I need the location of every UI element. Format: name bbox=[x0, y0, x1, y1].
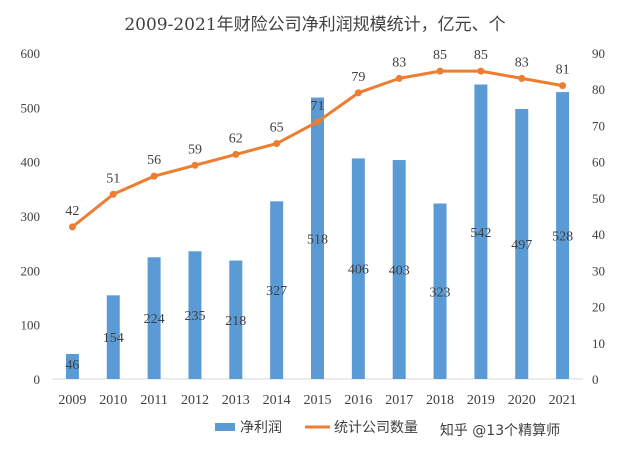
x-tick-label: 2015 bbox=[304, 393, 332, 408]
left-axis: 0 100 200 300 400 500 600 bbox=[21, 46, 41, 387]
data-labels: 46 154 224 235 218 327 518 406 403 323 542 497 528 42… bbox=[65, 48, 573, 373]
bar-value-label: 518 bbox=[307, 232, 328, 247]
bar bbox=[351, 158, 365, 379]
y2-tick-label: 70 bbox=[592, 118, 605, 133]
legend: 净利润 统计公司数量 bbox=[215, 420, 418, 436]
y2-tick-label: 30 bbox=[592, 263, 605, 278]
bar bbox=[474, 84, 488, 379]
line-point bbox=[395, 74, 403, 82]
line-value-label: 56 bbox=[147, 153, 161, 168]
line-value-label: 85 bbox=[433, 48, 447, 63]
bar bbox=[188, 251, 202, 379]
legend-swatch-bar bbox=[215, 423, 235, 431]
line-value-label: 83 bbox=[515, 55, 529, 70]
bar bbox=[311, 97, 324, 379]
line-value-label: 81 bbox=[556, 63, 570, 78]
x-tick-label: 2021 bbox=[549, 393, 577, 408]
x-tick-label: 2012 bbox=[181, 393, 209, 408]
x-tick-label: 2020 bbox=[508, 393, 536, 408]
x-tick-label: 2018 bbox=[426, 393, 454, 408]
bar-series bbox=[65, 84, 570, 380]
x-tick-label: 2010 bbox=[99, 393, 127, 408]
bar bbox=[433, 203, 447, 379]
bar bbox=[515, 108, 529, 380]
line-value-label: 59 bbox=[188, 142, 202, 157]
line-point bbox=[191, 161, 199, 169]
chart-title: 2009-2021年财险公司净利润规模统计，亿元、个 bbox=[124, 15, 505, 35]
line-value-label: 51 bbox=[106, 171, 120, 186]
x-tick-label: 2014 bbox=[263, 393, 291, 408]
y-tick-label: 600 bbox=[21, 46, 41, 61]
bar-value-label: 528 bbox=[552, 230, 573, 245]
bar bbox=[270, 201, 284, 379]
x-tick-label: 2017 bbox=[385, 393, 413, 408]
line-point bbox=[232, 150, 240, 158]
line-point bbox=[68, 223, 76, 231]
y2-tick-label: 90 bbox=[592, 46, 605, 61]
bar-value-label: 406 bbox=[348, 263, 369, 278]
bar bbox=[106, 295, 120, 379]
bar-value-label: 403 bbox=[389, 264, 410, 279]
credit-text: 知乎 @13个精算师 bbox=[440, 422, 560, 439]
y-tick-label: 0 bbox=[34, 372, 41, 387]
x-tick-label: 2019 bbox=[467, 393, 495, 408]
y2-tick-label: 80 bbox=[592, 82, 605, 97]
line-value-label: 83 bbox=[392, 55, 406, 70]
bar-value-label: 542 bbox=[470, 226, 491, 241]
line-point bbox=[436, 67, 444, 75]
y-tick-label: 400 bbox=[21, 155, 41, 170]
legend-label-bar: 净利润 bbox=[240, 420, 282, 436]
y-tick-label: 500 bbox=[21, 100, 41, 115]
legend-label-line: 统计公司数量 bbox=[334, 420, 418, 436]
y-tick-label: 300 bbox=[21, 209, 41, 224]
x-tick-label: 2016 bbox=[344, 393, 372, 408]
y2-tick-label: 40 bbox=[592, 227, 605, 242]
line-point bbox=[477, 67, 485, 75]
line-value-label: 79 bbox=[351, 70, 365, 85]
x-tick-label: 2011 bbox=[140, 393, 167, 408]
bar-value-label: 323 bbox=[430, 285, 451, 300]
line-point bbox=[273, 140, 281, 148]
y2-tick-label: 50 bbox=[592, 191, 605, 206]
y-tick-label: 200 bbox=[21, 263, 41, 278]
line-value-label: 62 bbox=[229, 131, 243, 146]
right-axis: 0 10 20 30 40 50 60 70 80 90 bbox=[592, 46, 605, 387]
bar bbox=[556, 92, 570, 380]
line-value-label: 65 bbox=[270, 121, 284, 136]
y2-tick-label: 20 bbox=[592, 300, 605, 315]
line-point bbox=[559, 82, 567, 90]
bar-value-label: 218 bbox=[225, 314, 246, 329]
bar bbox=[392, 160, 406, 379]
x-tick-label: 2009 bbox=[58, 393, 86, 408]
line-value-label: 42 bbox=[65, 204, 79, 219]
line-value-label: 85 bbox=[474, 48, 488, 63]
bar bbox=[65, 354, 79, 379]
line-point bbox=[150, 172, 158, 180]
x-tick-label: 2013 bbox=[222, 393, 250, 408]
bar-value-label: 224 bbox=[144, 312, 165, 327]
bar-value-label: 154 bbox=[103, 331, 124, 346]
y2-tick-label: 0 bbox=[592, 372, 599, 387]
x-axis: 2009 2010 2011 2012 2013 2014 2015 2016 2017 2018… bbox=[52, 378, 583, 408]
bar bbox=[229, 260, 243, 379]
line-point bbox=[518, 74, 526, 82]
bar-value-label: 497 bbox=[511, 238, 532, 253]
line-point bbox=[314, 118, 321, 126]
y2-tick-label: 10 bbox=[592, 336, 605, 351]
bar-value-label: 327 bbox=[266, 284, 287, 299]
line-point bbox=[109, 190, 117, 198]
line-series bbox=[68, 67, 567, 231]
y2-tick-label: 60 bbox=[592, 155, 605, 170]
bar-value-label: 235 bbox=[184, 309, 205, 324]
y-tick-label: 100 bbox=[21, 318, 41, 333]
bar-value-label: 46 bbox=[65, 358, 79, 373]
line-point bbox=[354, 89, 362, 97]
bar bbox=[147, 257, 161, 379]
line-value-label: 71 bbox=[311, 99, 325, 114]
